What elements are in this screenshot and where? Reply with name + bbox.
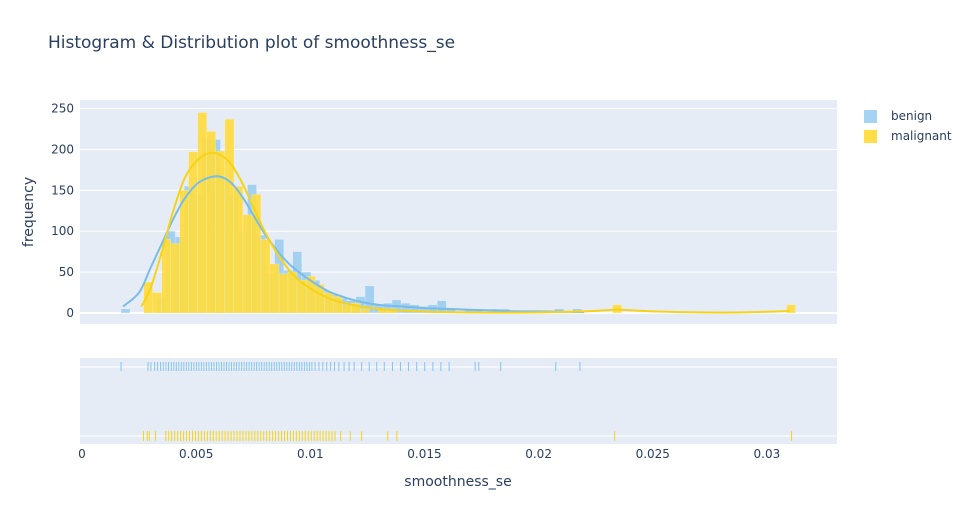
rug-marks xyxy=(120,362,793,441)
legend-item-benign[interactable]: benign xyxy=(864,106,952,126)
x-axis-title: smoothness_se xyxy=(404,474,511,490)
histogram-bar-malignant xyxy=(360,308,370,314)
x-tick-label: 0.01 xyxy=(297,447,324,461)
x-tick-label: 0.025 xyxy=(636,447,670,461)
y-tick-label: 50 xyxy=(59,265,74,279)
histogram-bar-malignant xyxy=(224,118,235,314)
histogram-bar-malignant xyxy=(350,302,361,314)
histogram-bar-malignant xyxy=(197,112,208,314)
y-tick-label: 250 xyxy=(51,102,74,116)
histogram-bar-malignant xyxy=(269,263,280,314)
axis-tick-labels: 0 50 100 150 200 250 0 0.005 0.01 0.015 0.02 0.025 0… xyxy=(51,102,780,462)
histogram-bar-malignant xyxy=(251,194,262,314)
histogram-bar-malignant xyxy=(242,214,253,314)
legend-swatch-benign xyxy=(864,109,877,123)
kde-curve-malignant xyxy=(140,151,790,314)
histogram-bar-malignant xyxy=(206,131,216,314)
histogram-bar-malignant xyxy=(786,304,796,314)
legend-label-malignant: malignant xyxy=(891,129,952,143)
y-tick-label: 150 xyxy=(51,183,74,197)
y-tick-label: 100 xyxy=(51,224,74,238)
histogram-bar-benign xyxy=(364,285,375,314)
histogram-bar-malignant xyxy=(260,239,271,314)
x-tick-label: 0 xyxy=(78,447,86,461)
rug-plot-area xyxy=(80,358,837,444)
histogram-bar-malignant xyxy=(314,284,325,314)
x-tick-label: 0.005 xyxy=(179,447,213,461)
histogram-bar-malignant xyxy=(170,243,180,314)
legend-label-benign: benign xyxy=(891,109,933,123)
histogram-bars xyxy=(120,112,796,314)
y-tick-label: 0 xyxy=(66,306,74,320)
legend-item-malignant[interactable]: malignant xyxy=(864,126,952,146)
histogram-bar-malignant xyxy=(152,292,162,314)
chart-title: Histogram & Distribution plot of smoothn… xyxy=(48,33,456,53)
x-tick-label: 0.015 xyxy=(407,447,441,461)
legend: benign malignant xyxy=(864,106,952,146)
y-tick-label: 200 xyxy=(51,142,74,156)
histogram-bar-benign xyxy=(120,308,131,314)
histogram-bar-malignant xyxy=(278,273,289,314)
histogram-bar-benign xyxy=(409,304,420,314)
kde-curves xyxy=(122,151,790,314)
histogram-bar-malignant xyxy=(233,185,244,314)
histogram-bar-malignant xyxy=(188,151,198,314)
histogram-bar-malignant xyxy=(296,280,307,314)
histogram-bar-malignant xyxy=(342,304,352,314)
histogram-bar-malignant xyxy=(332,296,343,314)
histogram-bar-malignant xyxy=(215,150,226,314)
histogram-bar-malignant xyxy=(179,190,190,314)
x-tick-label: 0.02 xyxy=(525,447,552,461)
legend-swatch-malignant xyxy=(864,129,877,143)
kde-curve-benign xyxy=(122,175,585,314)
x-tick-label: 0.03 xyxy=(754,447,781,461)
histogram-bar-malignant xyxy=(287,271,298,314)
y-axis-title: frequency xyxy=(21,177,37,247)
histogram-bar-malignant xyxy=(323,292,334,314)
